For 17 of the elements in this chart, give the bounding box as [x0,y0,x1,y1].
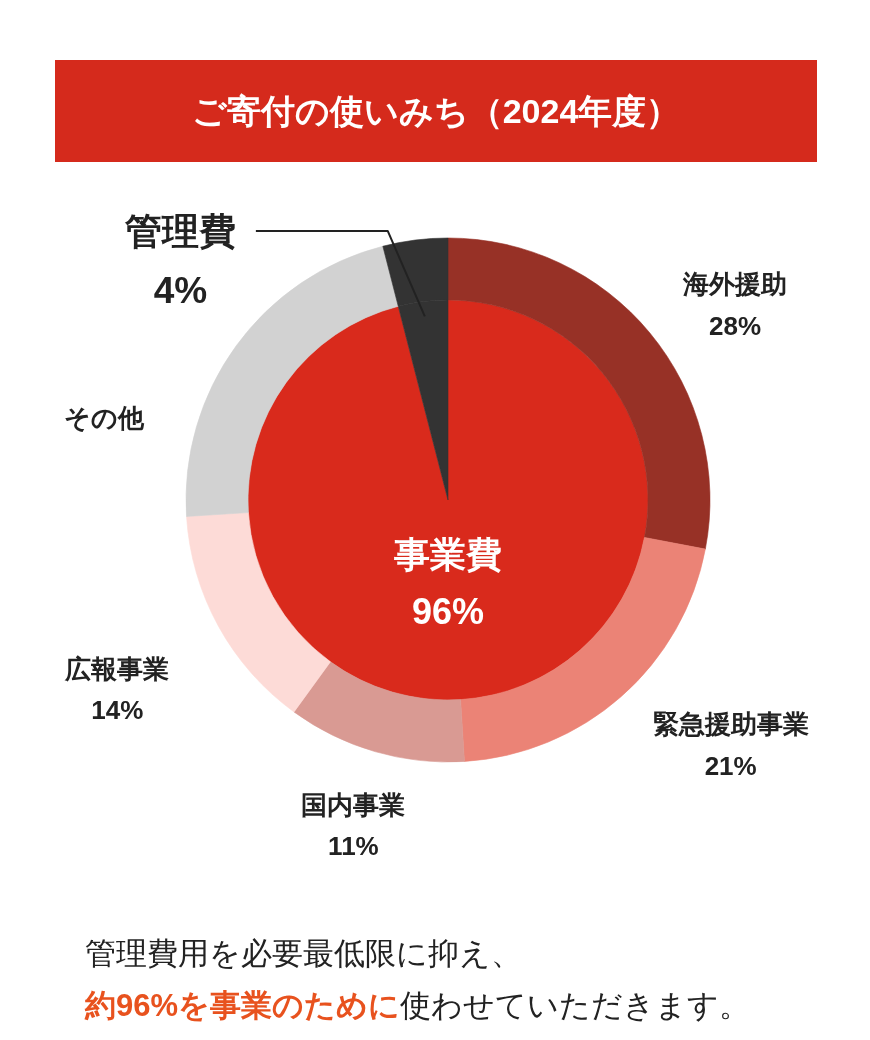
data-label: 28% [708,310,762,341]
slice-label: 事業費 [393,533,502,575]
text: 使わせていただきます。 [400,988,751,1023]
slice-label: 海外援助 [682,269,787,300]
slice-label: 緊急援助事業 [652,709,809,740]
text: 約96%を事業のために [85,987,401,1025]
data-label: 14% [91,695,144,726]
slice-label: 管理費 [123,210,236,252]
slice-label: 広報事業 [64,653,170,684]
data-label: 21% [704,750,757,781]
slice-label: 国内事業 [301,789,406,820]
data-label: 96% [411,591,485,633]
chart-title: ご寄付の使いみち（2024年度） [191,92,681,130]
data-label: 11% [328,831,379,862]
data-label: 4% [153,269,208,311]
slice-label: その他 [63,402,145,433]
text: 管理費用を必要最低限に抑え、 [85,936,522,971]
